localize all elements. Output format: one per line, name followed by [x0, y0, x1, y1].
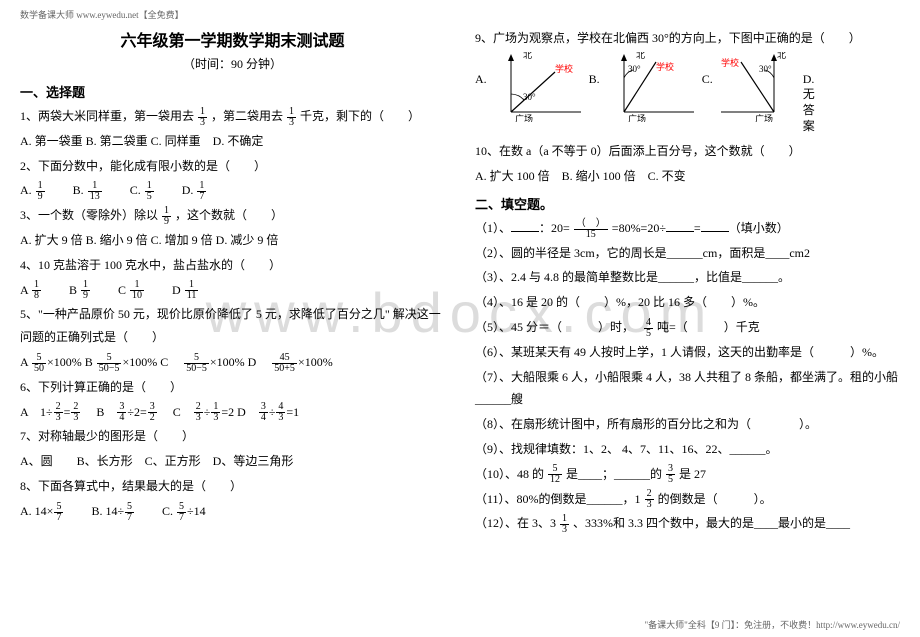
fill-12: （12）、在 3、3 13 、333%和 3.3 四个数中，最大的是____最小…: [475, 512, 900, 535]
frac-icon: 19: [36, 181, 45, 202]
section-choice-head: 一、选择题: [20, 82, 445, 101]
blank: [701, 220, 729, 232]
frac-icon: 111: [185, 280, 199, 301]
question-9: 9、广场为观察点，学校在北偏西 30°的方向上，下图中正确的是（ ）: [475, 27, 900, 50]
frac-icon: 45: [644, 318, 653, 339]
frac-icon: 13: [198, 107, 207, 128]
frac-icon: 15: [145, 181, 154, 202]
svg-text:30°: 30°: [759, 64, 772, 74]
question-5: 5、"一种产品原价 50 元，现价比原价降低了 5 元，求降低了百分之几" 解决…: [20, 303, 445, 349]
page-subtitle: （时间：90 分钟）: [20, 55, 445, 72]
q6-options: A 1÷23=23 B 34÷2=32 C 23÷13=2 D 34÷43=1: [20, 401, 445, 424]
q5-options: A 550×100% B 550−5×100% C 550−5×100% D 4…: [20, 351, 445, 374]
frac-icon: 550: [32, 353, 46, 374]
question-7: 7、对称轴最少的图形是（ ）: [20, 425, 445, 448]
svg-text:学校: 学校: [555, 63, 573, 74]
diagram-b-icon: 北 30° 学校 广场: [606, 52, 698, 122]
svg-text:学校: 学校: [656, 61, 674, 72]
frac-icon: 23: [71, 402, 80, 423]
q4-options: A 18 B 19 C 110 D 111: [20, 279, 445, 302]
frac-icon: 550−5: [97, 353, 122, 374]
frac-icon: 110: [130, 280, 144, 301]
q2-options: A. 19 B. 113 C. 15 D. 17: [20, 179, 445, 202]
page-title: 六年级第一学期数学期末测试题: [20, 27, 445, 51]
fill-10: （10）、48 的 512 是____；______的 35 是 27: [475, 463, 900, 486]
dia-label-d: D. 无 答 案: [803, 52, 817, 134]
frac-icon: （ ）15: [574, 219, 608, 240]
fill-5: （5）、45 分＝（ ）时， 45 吨=（ ）千克: [475, 316, 900, 339]
frac-icon: 18: [32, 280, 41, 301]
q1-text-c: 千克，剩下的（ ）: [300, 109, 420, 123]
dia-label-c: C.: [702, 52, 713, 87]
fill-11: （11）、80%的倒数是______，1 23 的倒数是（ ）。: [475, 488, 900, 511]
question-10: 10、在数 a（a 不等于 0）后面添上百分号，这个数就（ ）: [475, 140, 900, 163]
frac-icon: 43: [276, 402, 285, 423]
dia-label-b: B.: [589, 52, 600, 87]
fill-2: （2）、圆的半径是 3cm，它的周长是______cm，面积是____cm2: [475, 242, 900, 265]
q10-options: A. 扩大 100 倍 B. 缩小 100 倍 C. 不变: [475, 165, 900, 188]
frac-icon: 35: [666, 464, 675, 485]
frac-icon: 19: [162, 206, 171, 227]
question-2: 2、下面分数中，能化成有限小数的是（ ）: [20, 155, 445, 178]
svg-text:北: 北: [523, 52, 532, 60]
frac-icon: 13: [211, 402, 220, 423]
svg-text:北: 北: [777, 52, 786, 60]
fill-7: （7）、大船限乘 6 人，小船限乘 4 人，38 人共租了 8 条船，都坐满了。…: [475, 366, 900, 412]
q8-options: A. 14×57 B. 14÷57 C. 57÷14: [20, 500, 445, 523]
fill-4: （4）、16 是 20 的（ ）%，20 比 16 多（ ）%。: [475, 291, 900, 314]
header-url: 数学备课大师 www.eywedu.net【全免费】: [20, 8, 900, 21]
svg-text:学校: 学校: [721, 57, 739, 68]
question-1: 1、两袋大米同样重，第一袋用去 13 ，第二袋用去 13 千克，剩下的（ ）: [20, 105, 445, 128]
question-3: 3、一个数（零除外）除以 19 ，这个数就（ ）: [20, 204, 445, 227]
blank: [511, 220, 539, 232]
q1-options: A. 第一袋重 B. 第二袋重 C. 同样重 D. 不确定: [20, 130, 445, 153]
q7-options: A、圆 B、长方形 C、正方形 D、等边三角形: [20, 450, 445, 473]
left-column: 六年级第一学期数学期末测试题 （时间：90 分钟） 一、选择题 1、两袋大米同样…: [20, 27, 445, 537]
right-column: 9、广场为观察点，学校在北偏西 30°的方向上，下图中正确的是（ ） A. 北 …: [475, 27, 900, 537]
frac-icon: 57: [54, 502, 63, 523]
frac-icon: 113: [88, 181, 102, 202]
svg-text:广场: 广场: [628, 113, 646, 122]
frac-icon: 32: [148, 402, 157, 423]
q1-text-b: ，第二袋用去: [211, 109, 283, 123]
frac-icon: 13: [560, 514, 569, 535]
frac-icon: 17: [197, 181, 206, 202]
footer-text: "备课大师"全科【9 门】：免注册，不收费！http://www.eywedu.…: [645, 618, 901, 631]
frac-icon: 23: [54, 402, 63, 423]
frac-icon: 550−5: [184, 353, 209, 374]
fill-9: （9）、找规律填数：1、2、 4、7、11、16、22、______。: [475, 438, 900, 461]
fill-3: （3）、2.4 与 4.8 的最简单整数比是______，比值是______。: [475, 266, 900, 289]
frac-icon: 4550+5: [272, 353, 297, 374]
frac-icon: 34: [259, 402, 268, 423]
frac-icon: 23: [645, 489, 654, 510]
frac-icon: 13: [287, 107, 296, 128]
frac-icon: 23: [194, 402, 203, 423]
fill-6: （6）、某班某天有 49 人按时上学，1 人请假，这天的出勤率是（ ）%。: [475, 341, 900, 364]
blank: [666, 220, 694, 232]
diagram-c-icon: 北 30° 学校 广场: [719, 52, 799, 122]
svg-text:北: 北: [636, 52, 645, 60]
frac-icon: 57: [177, 502, 186, 523]
svg-text:广场: 广场: [755, 113, 773, 122]
question-8: 8、下面各算式中，结果最大的是（ ）: [20, 475, 445, 498]
section-fill-head: 二、填空题。: [475, 194, 900, 213]
svg-text:30°: 30°: [523, 92, 536, 102]
question-4: 4、10 克盐溶于 100 克水中，盐占盐水的（ ）: [20, 254, 445, 277]
q9-diagrams: A. 北 30° 学校 广场 B. 北 30° 学校: [475, 52, 900, 134]
dia-label-a: A.: [475, 52, 487, 87]
frac-icon: 19: [81, 280, 90, 301]
question-6: 6、下列计算正确的是（ ）: [20, 376, 445, 399]
frac-icon: 34: [117, 402, 126, 423]
frac-icon: 57: [125, 502, 134, 523]
fill-8: （8）、在扇形统计图中，所有扇形的百分比之和为（ ）。: [475, 413, 900, 436]
fill-1: （1）、：20= （ ）15 =80%=20÷=（填小数）: [475, 217, 900, 240]
svg-text:30°: 30°: [628, 64, 641, 74]
page-columns: 六年级第一学期数学期末测试题 （时间：90 分钟） 一、选择题 1、两袋大米同样…: [20, 27, 900, 537]
q1-text-a: 1、两袋大米同样重，第一袋用去: [20, 109, 194, 123]
frac-icon: 512: [548, 464, 562, 485]
diagram-a-icon: 北 30° 学校 广场: [493, 52, 585, 122]
q3-options: A. 扩大 9 倍 B. 缩小 9 倍 C. 增加 9 倍 D. 减少 9 倍: [20, 229, 445, 252]
svg-text:广场: 广场: [515, 113, 533, 122]
